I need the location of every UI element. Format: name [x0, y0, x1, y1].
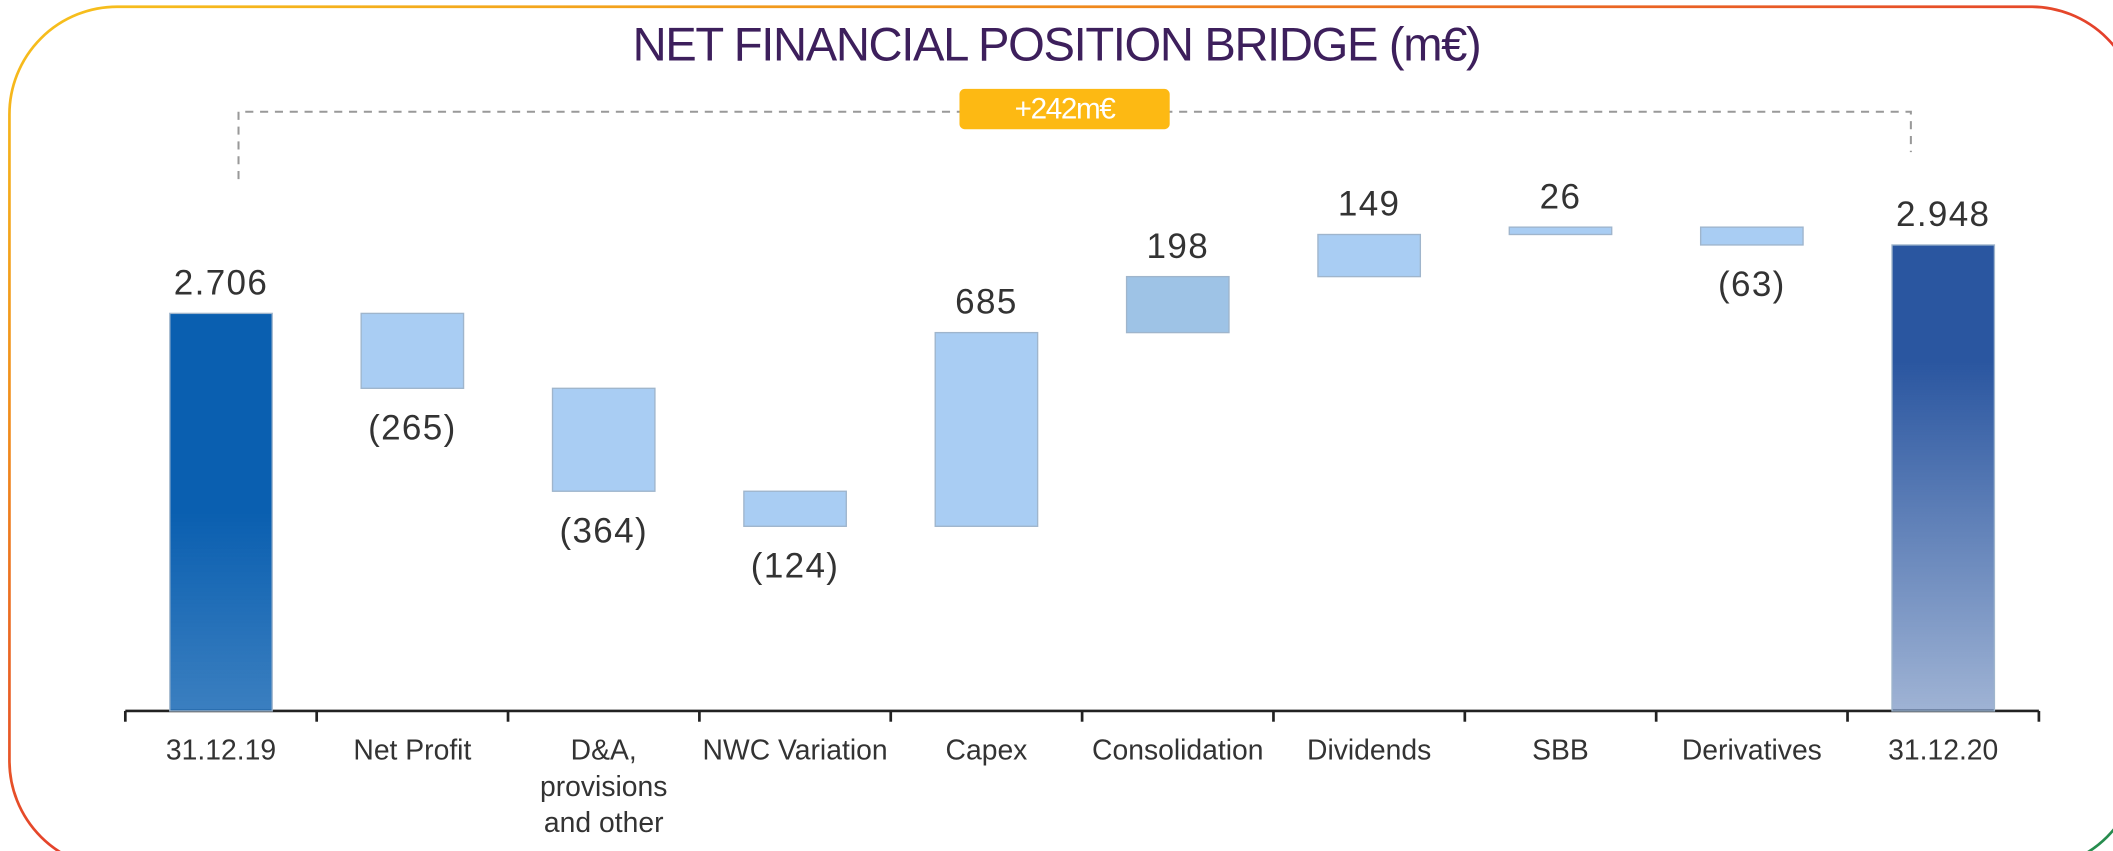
bar: [551, 387, 656, 492]
value-label: (364): [559, 511, 648, 550]
x-tick-label: Net Profit: [353, 735, 472, 767]
x-tick-label: NWC Variation: [702, 735, 888, 767]
bar: [1699, 226, 1804, 246]
value-label: 198: [1147, 227, 1209, 266]
value-label: 2.706: [174, 264, 268, 303]
bar: [1891, 244, 1996, 712]
x-tick-label: D&A, provisions and other: [540, 735, 668, 839]
x-tick-label: Derivatives: [1681, 735, 1822, 767]
chart-title: NET FINANCIAL POSITION BRIDGE (m€): [632, 18, 1482, 72]
value-label: 26: [1540, 177, 1582, 216]
bar: [1125, 275, 1230, 334]
annotation: +242m€: [959, 88, 1170, 130]
x-tick-label: SBB: [1532, 735, 1589, 767]
value-label: (265): [368, 408, 457, 447]
value-label: 685: [955, 283, 1017, 322]
value-label: 2.948: [1896, 195, 1990, 234]
value-label: (124): [751, 546, 840, 585]
x-tick-label: 31.12.19: [165, 735, 277, 767]
x-tick-label: Dividends: [1307, 735, 1432, 767]
bar: [1508, 226, 1613, 236]
value-label: 149: [1338, 185, 1400, 224]
frame: [8, 5, 2113, 851]
value-label: (63): [1718, 265, 1786, 304]
bracket: [237, 110, 1912, 180]
bar: [743, 490, 847, 527]
bar: [1317, 233, 1422, 278]
bar: [360, 312, 465, 389]
x-tick-label: 31.12.20: [1888, 735, 1999, 767]
bar: [169, 312, 273, 712]
bar: [934, 331, 1039, 527]
x-tick-label: Capex: [945, 735, 1028, 767]
x-tick-label: Consolidation: [1092, 735, 1264, 767]
